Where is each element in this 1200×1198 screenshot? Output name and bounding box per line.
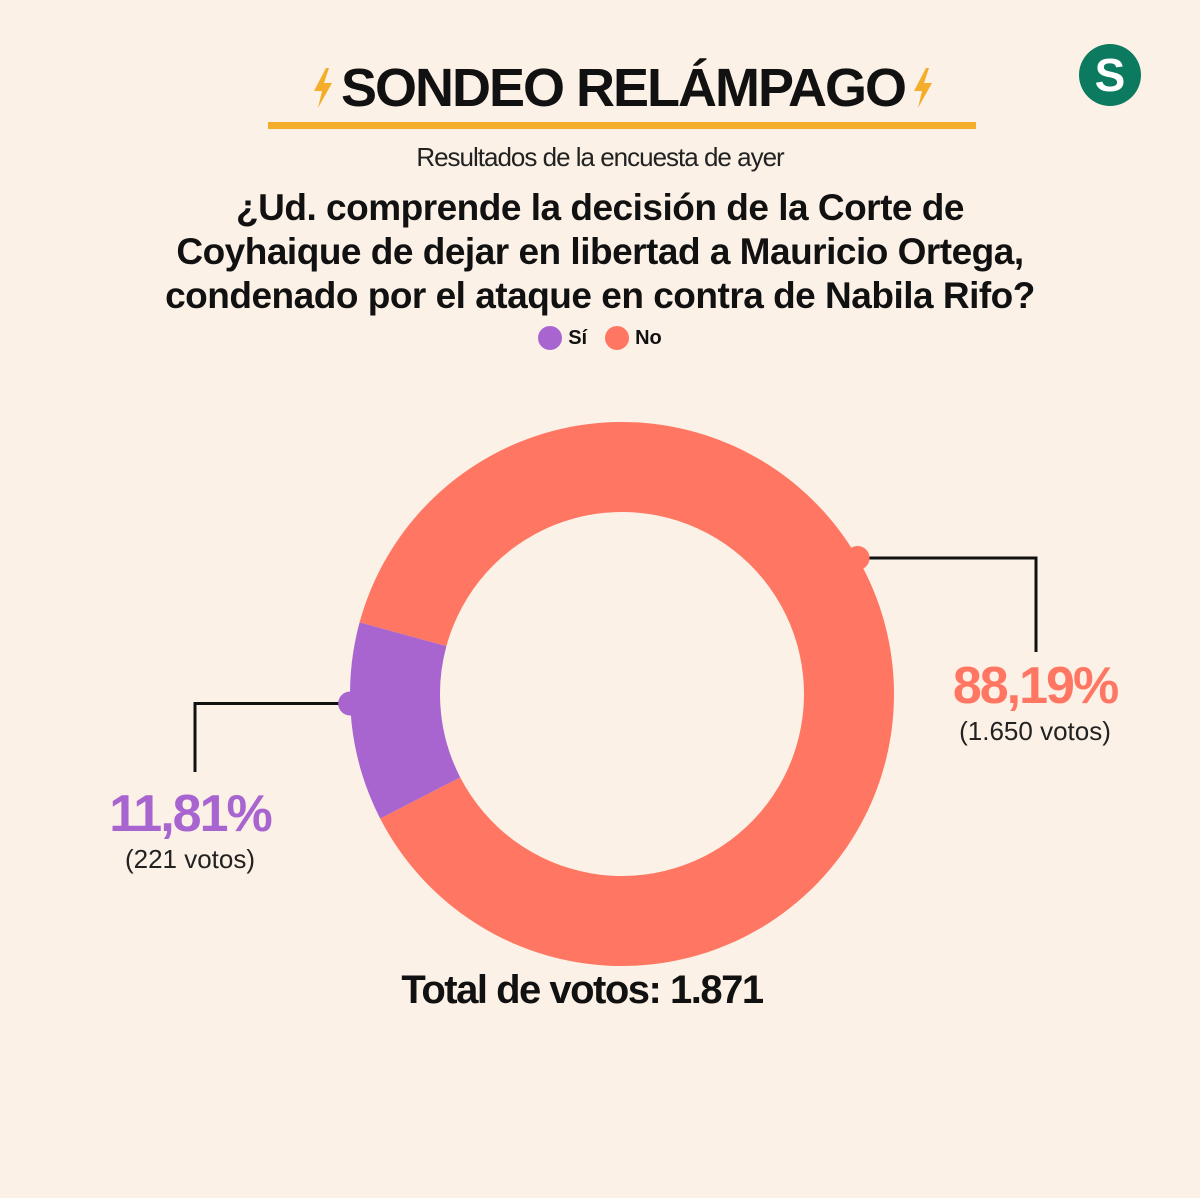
donut-slice-si	[350, 622, 461, 819]
legend-swatch-si	[538, 326, 563, 350]
leader-line-si	[193, 701, 351, 772]
question-line: condenado por el ataque en contra de Nab…	[165, 275, 1035, 316]
legend-item-no: No	[605, 326, 662, 350]
lightning-icon	[914, 68, 933, 108]
percent-label-si: 11,81%	[109, 785, 273, 843]
votes-label-si: (221 votos)	[124, 844, 256, 874]
chart-legend: Sí No	[0, 326, 1200, 350]
total-votes: Total de votos: 1.871	[401, 968, 764, 1012]
legend-swatch-no	[605, 326, 630, 350]
question-line: Coyhaique de dejar en libertad a Maurici…	[176, 231, 1024, 272]
legend-label-si: Sí	[568, 326, 588, 349]
percent-label-no: 88,19%	[952, 657, 1119, 715]
leader-line-no	[857, 556, 1038, 652]
brand-logo: S	[1079, 44, 1141, 106]
leader-dot-no	[845, 546, 870, 570]
question-line: ¿Ud. comprende la decisión de la Corte d…	[236, 187, 964, 228]
leader-dot-si	[338, 691, 363, 716]
subtitle: Resultados de la encuesta de ayer	[416, 142, 784, 172]
page-title: SONDEO RELÁMPAGO	[340, 58, 907, 118]
question-text: ¿Ud. comprende la decisión de la Corte d…	[100, 186, 1100, 318]
votes-label-no: (1.650 votos)	[959, 716, 1111, 746]
data-label-no: 88,19% (1.650 votos)	[920, 656, 1150, 747]
legend-label-no: No	[635, 326, 662, 349]
lightning-icon	[313, 68, 332, 108]
title-underline	[268, 122, 976, 129]
donut-slice-no	[359, 421, 895, 966]
legend-item-si: Sí	[538, 326, 587, 350]
data-label-si: 11,81% (221 votos)	[90, 784, 290, 875]
title-banner: SONDEO RELÁMPAGO	[270, 48, 976, 128]
